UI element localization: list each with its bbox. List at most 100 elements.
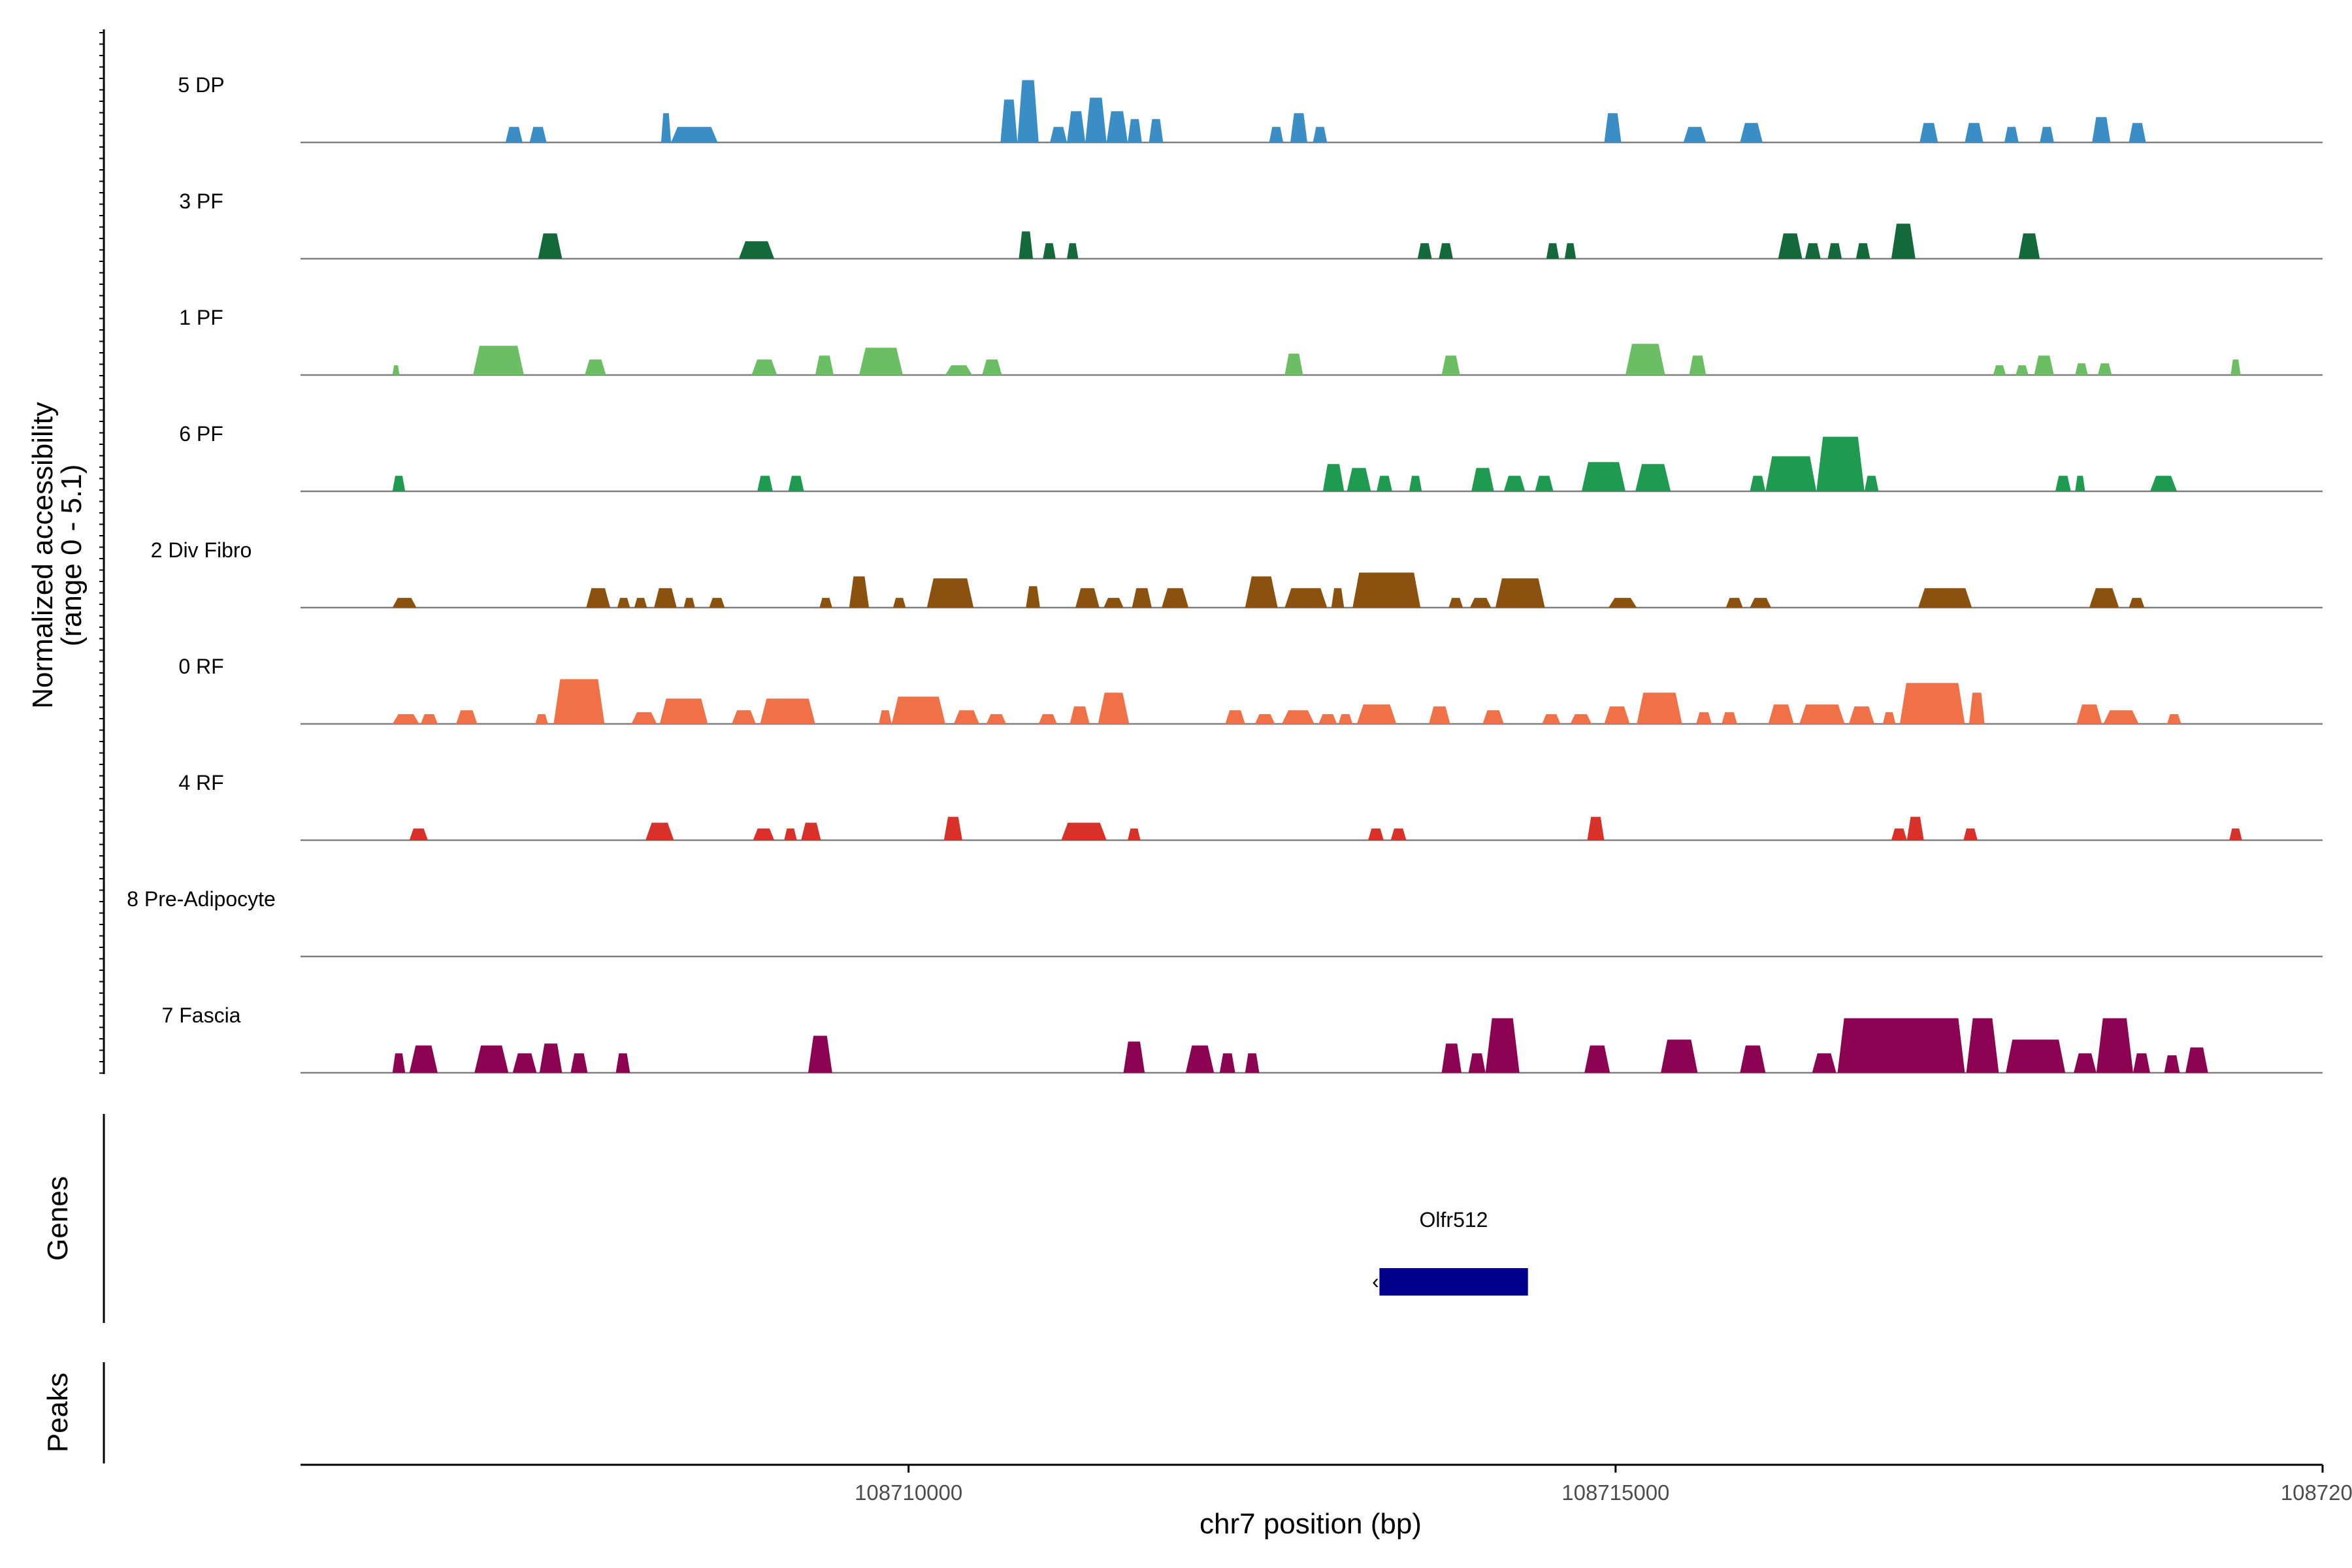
coverage-peak	[2103, 710, 2139, 724]
coverage-peak	[1816, 436, 1865, 491]
coverage-peak	[1564, 243, 1576, 259]
genes-panel-title: Genes	[42, 1176, 74, 1261]
coverage-peak	[2230, 359, 2241, 375]
coverage-peak	[1891, 828, 1907, 840]
coverage-peak	[535, 714, 548, 724]
coverage-peak	[1604, 706, 1630, 724]
coverage-peak	[1282, 710, 1315, 724]
y-axis-title: Normalized accessibility (range 0 - 5.1)	[27, 402, 88, 708]
track-1-pf: 1 PF	[179, 306, 2323, 376]
coverage-peak	[2006, 1039, 2066, 1073]
coverage-peak	[1750, 476, 1766, 491]
coverage-peak	[1581, 462, 1625, 491]
coverage-peak	[1017, 80, 1039, 142]
coverage-peak	[1805, 243, 1821, 259]
coverage-peak	[2229, 828, 2242, 840]
coverage-peak	[732, 710, 756, 724]
coverage-peak	[1827, 243, 1842, 259]
coverage-peak	[1584, 1045, 1610, 1073]
coverage-peak	[1245, 576, 1278, 608]
coverage-peak	[456, 710, 478, 724]
coverage-peak	[1284, 588, 1328, 608]
coverage-peak	[1855, 243, 1870, 259]
x-tick-label: 1087200	[2281, 1480, 2352, 1505]
coverage-peak	[815, 355, 834, 375]
x-tick-label: 108710000	[855, 1480, 962, 1505]
x-axis: chr7 position (bp) 108710000 108715000 108…	[301, 1463, 2352, 1540]
coverage-peak	[2089, 588, 2119, 608]
coverage-peak	[615, 1053, 630, 1073]
coverage-peak	[945, 365, 973, 375]
coverage-peak	[1377, 476, 1392, 491]
coverage-peak	[1542, 714, 1561, 724]
coverage-peak	[1149, 119, 1164, 142]
coverage-peak	[1495, 578, 1545, 608]
coverage-peak	[784, 828, 797, 840]
coverage-peak	[1123, 1041, 1145, 1073]
coverage-peak	[529, 127, 547, 142]
coverage-peak	[1331, 588, 1345, 608]
coverage-peak	[753, 828, 775, 840]
coverage-peak	[1725, 598, 1743, 608]
coverage-peak	[1768, 704, 1794, 724]
coverage-peak	[2018, 233, 2040, 259]
coverage-peak	[2129, 598, 2145, 608]
track-label: 6 PF	[179, 422, 223, 446]
gene-label-olfr512: Olfr512	[1420, 1208, 1488, 1232]
coverage-peak	[760, 698, 815, 724]
coverage-peak	[1070, 706, 1090, 724]
coverage-peak	[1635, 464, 1671, 491]
coverage-peak	[1162, 588, 1189, 608]
coverage-peak	[474, 1045, 509, 1073]
coverage-peak	[2166, 714, 2181, 724]
coverage-peak	[1968, 693, 1985, 724]
coverage-peak	[539, 1043, 563, 1073]
coverage-peak	[512, 1053, 537, 1073]
x-tick-label: 108715000	[1561, 1480, 1669, 1505]
coverage-peak	[1696, 712, 1712, 724]
coverage-peak	[1000, 99, 1018, 142]
coverage-peak	[2096, 1018, 2133, 1073]
coverage-peak	[1290, 113, 1307, 142]
coverage-peak	[1356, 704, 1397, 724]
coverage-peak	[1963, 828, 1978, 840]
coverage-peak	[1482, 710, 1504, 724]
coverage-peak	[1546, 243, 1560, 259]
coverage-peak	[1799, 704, 1845, 724]
coverage-peak	[1098, 693, 1130, 724]
y-axis-title-line1: Normalized accessibility	[27, 402, 59, 708]
coverage-peak	[1067, 111, 1086, 142]
x-axis-title: chr7 position (bp)	[1200, 1508, 1422, 1540]
track-6-pf: 6 PF	[179, 422, 2323, 493]
track-label: 4 RF	[178, 771, 223, 794]
coverage-peak	[926, 578, 974, 608]
coverage-peak	[1128, 119, 1142, 142]
track-5-dp: 5 DP	[178, 73, 2323, 144]
track-label: 5 DP	[178, 73, 224, 97]
coverage-peak	[1864, 476, 1879, 491]
track-3-pf: 3 PF	[179, 189, 2323, 260]
coverage-peak	[2075, 363, 2088, 375]
coverage-peak	[392, 1053, 406, 1073]
coverage-peak	[392, 714, 419, 724]
coverage-peak	[1318, 714, 1337, 724]
gene-body-olfr512	[1379, 1268, 1528, 1296]
track-label: 2 Div Fibro	[151, 538, 252, 562]
coverage-peak	[1075, 588, 1100, 608]
coverage-peak	[2150, 476, 2178, 491]
coverage-peak	[1132, 588, 1152, 608]
coverage-peak	[2034, 355, 2054, 375]
coverage-peak	[1570, 714, 1592, 724]
coverage-peak	[2004, 127, 2019, 142]
track-label: 1 PF	[179, 306, 223, 329]
coverage-peak	[2164, 1055, 2180, 1073]
coverage-peak	[1683, 127, 1707, 142]
coverage-peak	[617, 598, 630, 608]
coverage-peak	[1352, 572, 1421, 608]
coverage-peak	[1625, 344, 1665, 375]
coverage-peak	[1245, 1053, 1260, 1073]
coverage-peak	[709, 598, 725, 608]
coverage-peak	[2129, 123, 2146, 142]
coverage-peak	[2016, 365, 2029, 375]
coverage-peak	[1128, 828, 1141, 840]
